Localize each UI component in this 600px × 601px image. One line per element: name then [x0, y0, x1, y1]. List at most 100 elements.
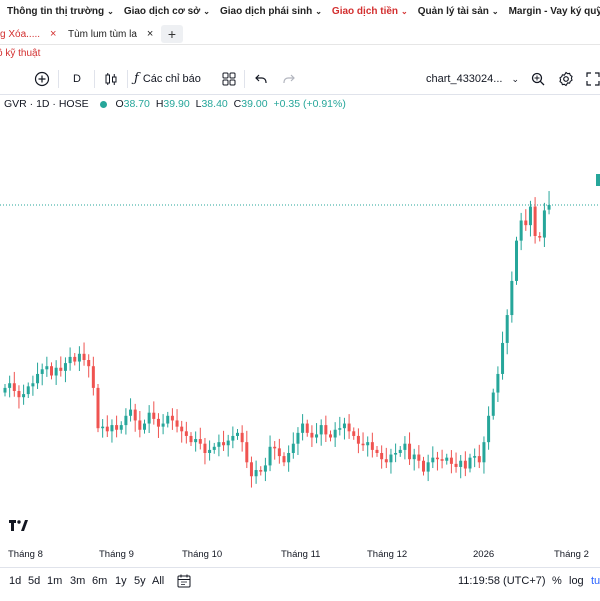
candle-body	[8, 383, 12, 388]
log-toggle[interactable]: log	[569, 575, 584, 587]
candle	[412, 448, 416, 471]
candle	[342, 417, 346, 440]
candle-body	[133, 409, 137, 421]
candle	[119, 421, 123, 434]
candle-body	[389, 454, 393, 463]
candle	[143, 419, 146, 434]
candle-body	[105, 426, 109, 432]
candle-body	[417, 454, 421, 461]
nav-item[interactable]: Giao dịch phái sinh ⌄	[213, 0, 325, 24]
candle-body	[310, 432, 314, 438]
candle-body	[384, 459, 388, 463]
tab-chart-2[interactable]: Tùm lum tùm la ×	[64, 24, 162, 44]
chart-layout-selector[interactable]: chart_433024... ⌄	[426, 69, 521, 89]
quick-search-button[interactable]	[528, 69, 548, 89]
subtab-technical-analysis[interactable]: ô kỹ thuật	[0, 48, 41, 59]
candle	[198, 427, 202, 450]
nav-item[interactable]: Margin - Vay ký quỹ⌄	[502, 0, 600, 24]
undo-button[interactable]	[251, 69, 271, 89]
range-button-1y[interactable]: 1y	[115, 575, 127, 587]
candle	[352, 427, 356, 440]
candle	[226, 434, 230, 457]
clock[interactable]: 11:19:58 (UTC+7)	[458, 575, 546, 587]
candle	[166, 411, 170, 428]
chevron-down-icon: ⌄	[491, 7, 499, 16]
divider	[94, 70, 95, 88]
time-axis-label: 2026	[473, 549, 495, 560]
candle-body	[138, 420, 142, 430]
candle	[524, 209, 528, 231]
range-button-6m[interactable]: 6m	[92, 575, 108, 587]
candle-body	[403, 443, 407, 450]
candle-body	[96, 387, 100, 429]
candle-body	[496, 373, 500, 393]
candle-body	[50, 366, 53, 376]
candle-body	[147, 412, 151, 424]
auto-scale-toggle[interactable]: tu	[591, 575, 600, 587]
close-icon[interactable]: ×	[146, 28, 154, 40]
candle	[240, 425, 244, 452]
range-button-all[interactable]: All	[152, 575, 165, 587]
candle-body	[152, 412, 156, 419]
chart-toolbar: D ƒ Các chỉ báo chart_433024... ⌄	[0, 64, 600, 95]
price-chart[interactable]	[0, 112, 600, 542]
candle	[8, 375, 12, 398]
range-button-1d[interactable]: 1d	[9, 575, 22, 587]
nav-item[interactable]: Giao dịch cơ sở ⌄	[117, 0, 213, 24]
add-symbol-button[interactable]	[32, 69, 52, 89]
range-button-5d[interactable]: 5d	[28, 575, 41, 587]
candle-body	[175, 420, 179, 427]
candle	[417, 445, 421, 469]
chart-type-button[interactable]	[101, 69, 121, 89]
redo-icon	[283, 74, 295, 84]
candle	[77, 346, 81, 372]
candle-body	[408, 443, 412, 460]
candle-body	[463, 460, 467, 469]
candle	[175, 409, 179, 433]
fullscreen-button[interactable]	[583, 69, 600, 89]
candle-body	[273, 446, 277, 449]
candle	[482, 436, 486, 474]
candle	[510, 271, 514, 323]
layouts-button[interactable]	[219, 69, 239, 89]
candle	[305, 419, 309, 437]
candle	[110, 419, 114, 443]
range-button-1m[interactable]: 1m	[47, 575, 63, 587]
candle-body	[17, 391, 21, 398]
close-label: C	[233, 98, 242, 110]
settings-button[interactable]	[556, 69, 576, 89]
nav-item[interactable]: Thông tin thị trường ⌄	[0, 0, 117, 24]
candle	[356, 428, 360, 454]
candle-body	[329, 434, 332, 438]
candle	[245, 430, 249, 469]
time-axis[interactable]: Tháng 8 Tháng 9 Tháng 10 Tháng 11 Tháng 12 20…	[0, 546, 600, 566]
candle-body	[170, 415, 174, 421]
candle-body	[398, 449, 402, 453]
symbol-label[interactable]: GVR · 1D · HOSE	[4, 98, 89, 110]
goto-date-button[interactable]	[176, 573, 192, 592]
candle-body	[189, 435, 193, 443]
percent-toggle[interactable]: %	[552, 575, 562, 587]
candle-body	[156, 418, 160, 427]
close-icon[interactable]: ×	[50, 28, 57, 40]
open-value: 38.70	[123, 98, 150, 110]
change-value: +0.35 (+0.91%)	[273, 98, 346, 110]
candle	[3, 384, 7, 397]
candle	[547, 191, 551, 215]
tab-chart-1[interactable]: g Xóa..... ×	[0, 24, 62, 44]
add-tab-button[interactable]: +	[161, 25, 183, 43]
candle-body	[22, 394, 26, 398]
nav-item[interactable]: Giao dịch tiền ⌄	[325, 0, 411, 24]
candle-body	[240, 432, 244, 443]
range-button-5y[interactable]: 5y	[134, 575, 146, 587]
candle	[203, 437, 207, 465]
nav-item[interactable]: Quản lý tài sản ⌄	[411, 0, 502, 24]
range-button-3m[interactable]: 3m	[70, 575, 86, 587]
indicators-button[interactable]: ƒ Các chỉ báo	[134, 69, 214, 89]
candle-body	[77, 353, 81, 362]
redo-button[interactable]	[279, 69, 299, 89]
candle	[54, 360, 58, 385]
candle-body	[212, 446, 216, 450]
candle-body	[180, 426, 184, 432]
interval-button[interactable]: D	[73, 73, 81, 85]
